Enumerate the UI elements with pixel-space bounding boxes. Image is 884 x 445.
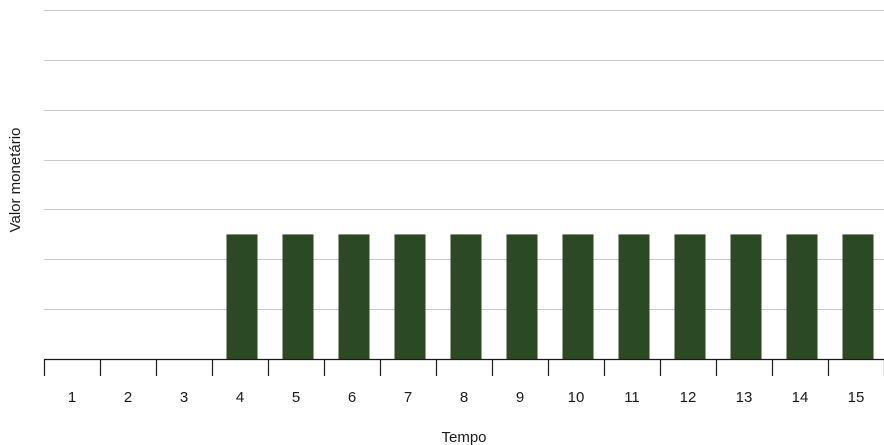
x-tick-label-10: 10 — [568, 389, 585, 406]
bar-7 — [394, 234, 426, 359]
grid-lines — [44, 10, 884, 310]
bar-13 — [730, 234, 762, 359]
y-axis-label: Valor monetário — [7, 128, 24, 233]
bar-8 — [450, 234, 482, 359]
bar-6 — [338, 234, 370, 359]
bar-10 — [562, 234, 594, 359]
bar-12 — [674, 234, 706, 359]
bar-5 — [282, 234, 314, 359]
x-tick-label-8: 8 — [460, 389, 468, 406]
bar-15 — [842, 234, 874, 359]
x-ticks — [43, 359, 884, 376]
x-tick-label-14: 14 — [792, 389, 809, 406]
x-tick-label-4: 4 — [236, 389, 244, 406]
x-tick-label-15: 15 — [848, 389, 865, 406]
bar-11 — [618, 234, 650, 359]
x-tick-label-5: 5 — [292, 389, 300, 406]
bars — [226, 234, 874, 359]
x-tick-label-12: 12 — [680, 389, 697, 406]
x-tick-labels: 1 2 3 4 5 6 7 8 9 10 11 12 13 14 15 — [68, 389, 865, 406]
x-tick-label-7: 7 — [404, 389, 412, 406]
x-axis-label: Tempo — [441, 429, 486, 445]
x-tick-label-6: 6 — [348, 389, 356, 406]
x-tick-label-9: 9 — [516, 389, 524, 406]
x-tick-label-13: 13 — [736, 389, 753, 406]
bar-14 — [786, 234, 818, 359]
bar-9 — [506, 234, 538, 359]
bar-4 — [226, 234, 258, 359]
x-tick-label-11: 11 — [624, 389, 640, 406]
x-tick-label-2: 2 — [124, 389, 132, 406]
x-tick-label-1: 1 — [68, 389, 76, 406]
x-tick-label-3: 3 — [180, 389, 188, 406]
